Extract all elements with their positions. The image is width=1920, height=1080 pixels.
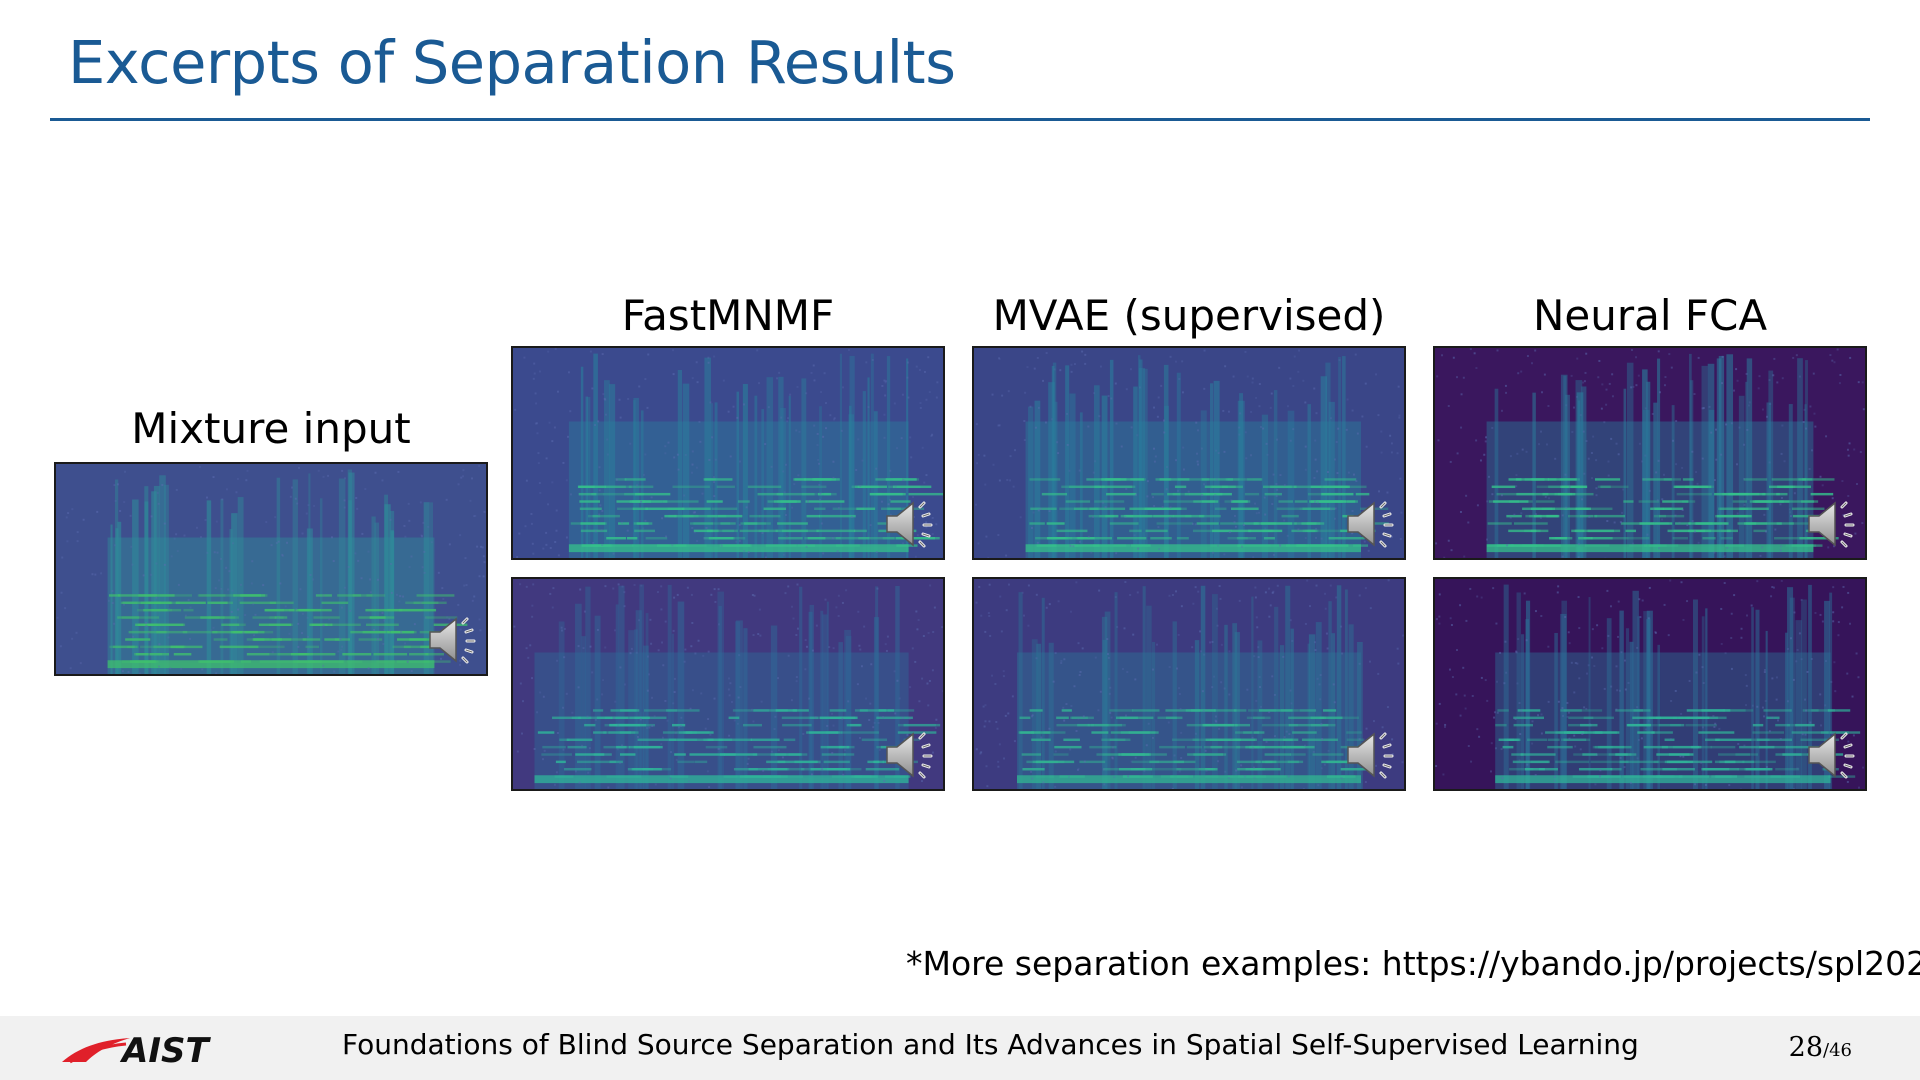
fastmnmf-spectrogram-1 bbox=[511, 346, 945, 560]
neural-fca-spectrogram-1 bbox=[1433, 346, 1867, 560]
speaker-icon[interactable] bbox=[1344, 498, 1398, 550]
mvae-label: MVAE (supervised) bbox=[992, 291, 1386, 340]
page-total: /46 bbox=[1823, 1040, 1852, 1061]
fastmnmf-label: FastMNMF bbox=[621, 291, 835, 340]
speaker-icon[interactable] bbox=[1805, 729, 1859, 781]
neural-fca-label: Neural FCA bbox=[1532, 291, 1768, 340]
speaker-icon[interactable] bbox=[426, 614, 480, 666]
neural-fca-spectrogram-2 bbox=[1433, 577, 1867, 791]
slide-title: Excerpts of Separation Results bbox=[68, 28, 956, 97]
mvae-spectrogram-1 bbox=[972, 346, 1406, 560]
page-current: 28 bbox=[1788, 1032, 1824, 1063]
mixture-spectrogram bbox=[54, 462, 488, 676]
speaker-icon[interactable] bbox=[1805, 498, 1859, 550]
page-number: 28/46 bbox=[1789, 1032, 1852, 1063]
title-divider bbox=[50, 118, 1870, 121]
more-examples-note: *More separation examples: https://yband… bbox=[906, 944, 1920, 983]
aist-logo-text: AIST bbox=[119, 1031, 211, 1068]
aist-logo: AIST bbox=[60, 1028, 240, 1068]
fastmnmf-spectrogram-2 bbox=[511, 577, 945, 791]
speaker-icon[interactable] bbox=[883, 729, 937, 781]
mvae-spectrogram-2 bbox=[972, 577, 1406, 791]
speaker-icon[interactable] bbox=[1344, 729, 1398, 781]
footer-title: Foundations of Blind Source Separation a… bbox=[342, 1028, 1639, 1061]
mixture-input-label: Mixture input bbox=[131, 404, 411, 453]
footer-bar: AIST Foundations of Blind Source Separat… bbox=[0, 1016, 1920, 1080]
speaker-icon[interactable] bbox=[883, 498, 937, 550]
